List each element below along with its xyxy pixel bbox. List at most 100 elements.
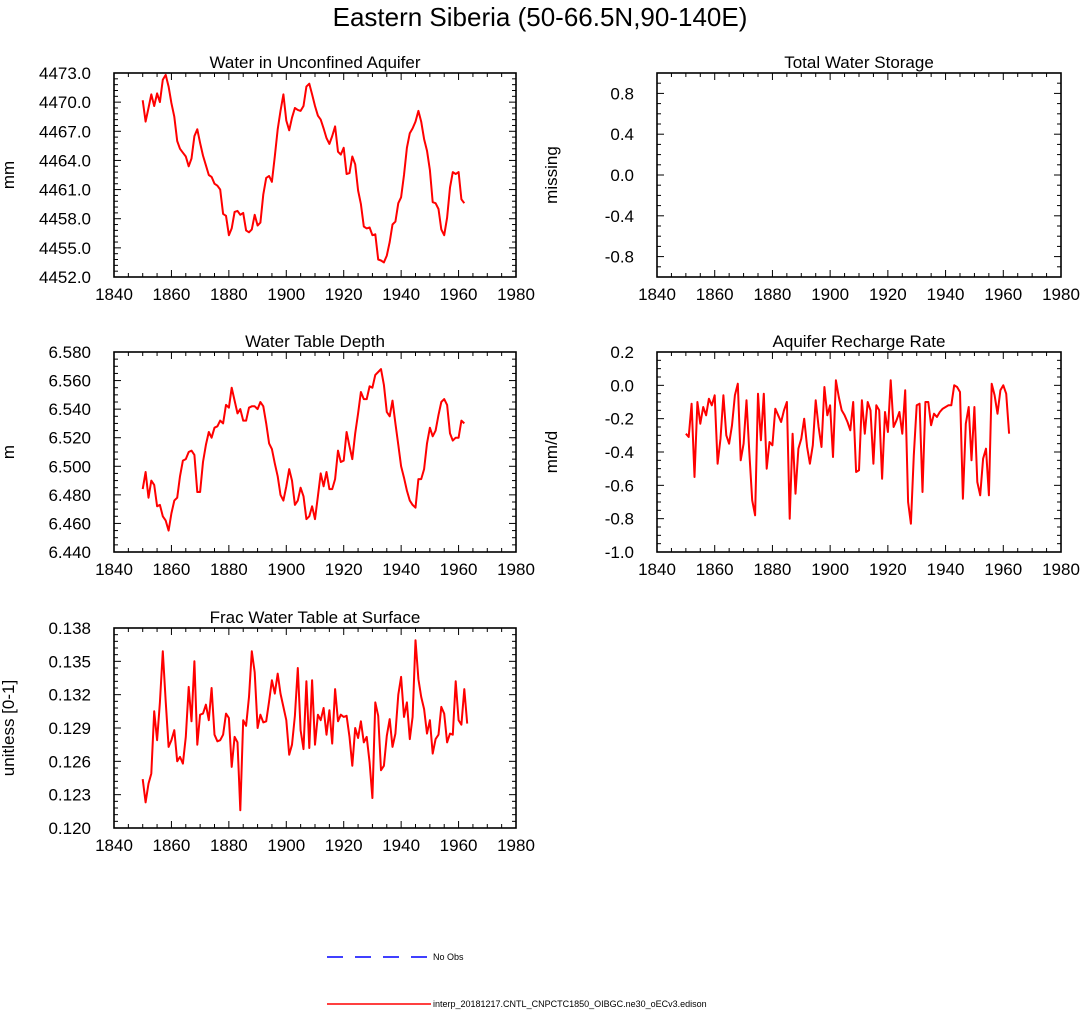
x-tick-label: 1940	[927, 560, 965, 579]
x-tick-label: 1880	[754, 560, 792, 579]
x-tick-label: 1920	[869, 285, 907, 304]
x-tick-label: 1920	[325, 285, 363, 304]
legend-model-label: interp_20181217.CNTL_CNPCTC1850_OIBGC.ne…	[433, 999, 707, 1009]
y-tick-label: 4458.0	[39, 210, 91, 229]
y-tick-label: 6.560	[48, 372, 91, 391]
y-tick-label: -0.8	[605, 510, 634, 529]
x-tick-label: 1840	[638, 560, 676, 579]
y-tick-label: 6.460	[48, 514, 91, 533]
y-tick-label: 0.4	[610, 125, 634, 144]
x-tick-label: 1860	[696, 285, 734, 304]
y-axis-label: mm/d	[542, 431, 561, 474]
y-tick-label: 0.0	[610, 376, 634, 395]
y-axis-label: mm	[0, 161, 18, 189]
legend-obs-label: No Obs	[433, 952, 464, 962]
x-tick-label: 1980	[497, 836, 535, 855]
figure-title: Eastern Siberia (50-66.5N,90-140E)	[333, 2, 748, 32]
chart-title: Aquifer Recharge Rate	[773, 332, 946, 351]
x-tick-label: 1960	[440, 560, 478, 579]
x-tick-label: 1980	[497, 285, 535, 304]
y-tick-label: 6.500	[48, 457, 91, 476]
x-tick-label: 1920	[325, 836, 363, 855]
y-axis-label: m	[0, 445, 18, 459]
x-tick-label: 1980	[1042, 285, 1080, 304]
y-tick-label: 0.132	[48, 686, 91, 705]
x-tick-label: 1960	[984, 560, 1022, 579]
x-tick-label: 1920	[869, 560, 907, 579]
y-tick-label: 4473.0	[39, 64, 91, 83]
chart-panel: Total Water Storage missing 1840 1860 1880 19…	[542, 53, 1080, 304]
y-tick-label: -0.2	[605, 410, 634, 429]
x-tick-label: 1900	[267, 836, 305, 855]
x-tick-label: 1860	[696, 560, 734, 579]
x-tick-label: 1940	[382, 285, 420, 304]
y-tick-label: 4452.0	[39, 268, 91, 287]
x-tick-label: 1880	[210, 560, 248, 579]
chart-panel: Water Table Depth m 1840 1860 1880 1900 1920 19…	[0, 332, 535, 579]
y-tick-label: -0.4	[605, 207, 634, 226]
y-tick-label: 0.129	[48, 719, 91, 738]
y-tick-label: 6.440	[48, 543, 91, 562]
x-tick-label: 1980	[1042, 560, 1080, 579]
x-tick-label: 1840	[638, 285, 676, 304]
chart-panel: Aquifer Recharge Rate mm/d 1840 1860 1880 190…	[542, 332, 1080, 579]
y-tick-label: 0.138	[48, 619, 91, 638]
series-line	[141, 639, 469, 812]
legend: No Obs interp_20181217.CNTL_CNPCTC1850_O…	[327, 952, 707, 1009]
x-tick-label: 1960	[984, 285, 1022, 304]
y-tick-label: 0.123	[48, 786, 91, 805]
y-tick-label: 0.2	[610, 343, 634, 362]
y-tick-label: 0.120	[48, 819, 91, 838]
y-tick-label: 4467.0	[39, 122, 91, 141]
series-line	[685, 379, 1011, 525]
chart-title: Water Table Depth	[245, 332, 385, 351]
x-tick-label: 1880	[754, 285, 792, 304]
y-tick-label: -0.6	[605, 476, 634, 495]
y-tick-label: 4455.0	[39, 239, 91, 258]
y-tick-label: 4461.0	[39, 181, 91, 200]
chart-panel: Frac Water Table at Surface unitless [0-1…	[0, 608, 535, 855]
y-tick-label: 6.540	[48, 400, 91, 419]
x-tick-label: 1860	[153, 560, 191, 579]
x-tick-label: 1900	[267, 560, 305, 579]
x-tick-label: 1940	[927, 285, 965, 304]
y-tick-label: 4470.0	[39, 93, 91, 112]
x-tick-label: 1880	[210, 836, 248, 855]
y-tick-label: -0.8	[605, 248, 634, 267]
y-tick-label: 0.8	[610, 84, 634, 103]
x-tick-label: 1880	[210, 285, 248, 304]
chart-title: Total Water Storage	[784, 53, 934, 72]
series-line	[141, 73, 466, 264]
y-tick-label: 0.126	[48, 752, 91, 771]
x-tick-label: 1940	[382, 836, 420, 855]
y-tick-label: 6.580	[48, 343, 91, 362]
series-line	[141, 368, 465, 532]
y-tick-label: 6.520	[48, 429, 91, 448]
x-tick-label: 1960	[440, 285, 478, 304]
x-tick-label: 1860	[153, 836, 191, 855]
x-tick-label: 1840	[95, 285, 133, 304]
y-tick-label: 6.480	[48, 486, 91, 505]
x-tick-label: 1860	[153, 285, 191, 304]
plot-frame	[113, 351, 517, 553]
y-tick-label: 4464.0	[39, 151, 91, 170]
x-tick-label: 1920	[325, 560, 363, 579]
y-tick-label: -1.0	[605, 543, 634, 562]
x-tick-label: 1900	[811, 560, 849, 579]
x-tick-label: 1840	[95, 560, 133, 579]
x-tick-label: 1940	[382, 560, 420, 579]
y-tick-label: -0.4	[605, 443, 634, 462]
y-axis-label: unitless [0-1]	[0, 680, 18, 776]
x-tick-label: 1960	[440, 836, 478, 855]
y-axis-label: missing	[542, 146, 561, 204]
y-tick-label: 0.135	[48, 652, 91, 671]
chart-title: Water in Unconfined Aquifer	[209, 53, 420, 72]
panels: Water in Unconfined Aquifer mm 1840 1860 188…	[0, 53, 1080, 855]
x-tick-label: 1900	[811, 285, 849, 304]
plot-frame	[656, 72, 1062, 278]
chart-panel: Water in Unconfined Aquifer mm 1840 1860 188…	[0, 53, 535, 304]
y-tick-label: 0.0	[610, 166, 634, 185]
x-tick-label: 1900	[267, 285, 305, 304]
chart-title: Frac Water Table at Surface	[210, 608, 421, 627]
